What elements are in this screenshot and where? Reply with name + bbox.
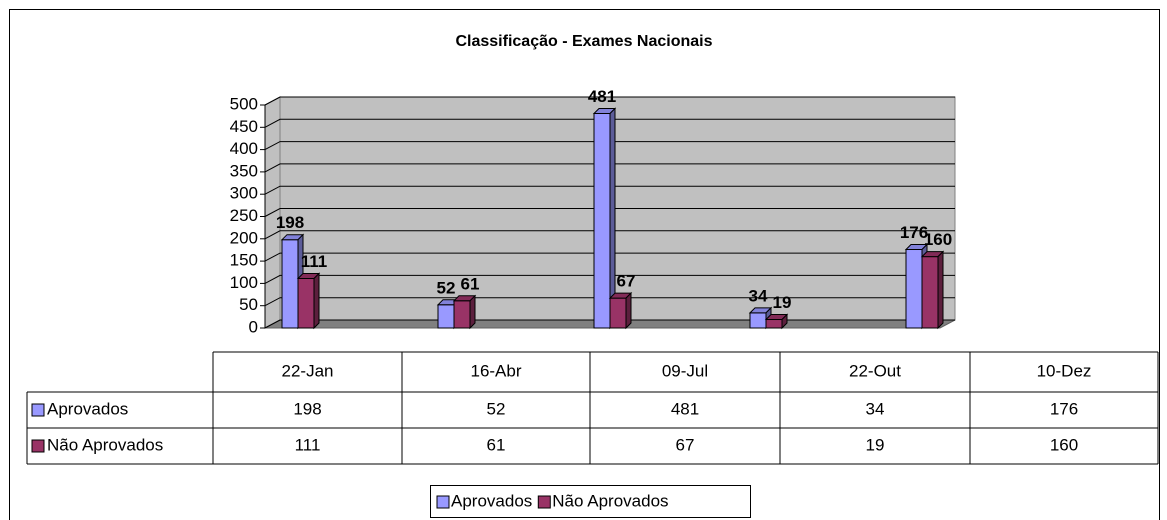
bar-front xyxy=(453,300,471,329)
bar xyxy=(592,107,617,330)
y-tick-label: 400 xyxy=(230,139,258,158)
data-label: 111 xyxy=(301,252,328,271)
table-header: 16-Abr xyxy=(470,361,521,380)
bar-front xyxy=(593,112,611,329)
grid-line xyxy=(264,96,955,106)
table-cell: 160 xyxy=(1050,435,1078,454)
y-tick-label: 250 xyxy=(230,206,258,225)
y-tick-label: 500 xyxy=(230,94,258,113)
table-cell: 67 xyxy=(676,435,695,454)
y-tick-label: 300 xyxy=(230,184,258,203)
bar-side xyxy=(781,313,788,330)
bar xyxy=(452,294,477,330)
bar-side xyxy=(469,294,476,330)
bar-front xyxy=(281,239,299,329)
table-header: 22-Jan xyxy=(282,361,334,380)
y-tick-label: 450 xyxy=(230,117,258,136)
row-label: Aprovados xyxy=(47,399,128,418)
y-tick-label: 200 xyxy=(230,228,258,247)
legend-key xyxy=(436,495,450,509)
data-label: 19 xyxy=(773,293,792,312)
bar-front xyxy=(437,304,455,329)
bar xyxy=(608,291,633,330)
data-label: 160 xyxy=(924,230,952,249)
chart-title: Classificação - Exames Nacionais xyxy=(455,33,712,50)
grid-line xyxy=(264,252,955,262)
y-tick-label: 0 xyxy=(249,317,258,336)
grid-line xyxy=(264,208,955,217)
data-label: 198 xyxy=(276,213,304,232)
data-label: 176 xyxy=(900,223,928,242)
table-cell: 19 xyxy=(866,435,885,454)
y-tick-label: 50 xyxy=(239,295,258,314)
bar xyxy=(920,250,945,330)
y-tick-label: 150 xyxy=(230,251,258,270)
bar-front xyxy=(921,256,939,329)
grid-line xyxy=(264,118,955,128)
grid-line xyxy=(264,141,955,151)
row-key xyxy=(31,439,45,453)
table-cell: 61 xyxy=(487,435,506,454)
table-cell: 481 xyxy=(671,399,699,418)
grid-line xyxy=(264,230,955,240)
table-header: 22-Out xyxy=(849,361,901,380)
y-tick-label: 350 xyxy=(230,161,258,180)
table-cell: 111 xyxy=(295,435,321,454)
grid-line xyxy=(264,319,955,329)
data-label: 481 xyxy=(588,87,616,106)
data-label: 52 xyxy=(437,278,456,297)
data-label: 67 xyxy=(617,272,636,291)
bar-side xyxy=(625,291,632,330)
legend-label: Aprovados xyxy=(451,491,532,510)
data-label: 61 xyxy=(461,274,480,293)
table-cell: 34 xyxy=(866,399,885,418)
table-cell: 52 xyxy=(487,399,506,418)
bar-front xyxy=(905,249,923,329)
row-label: Não Aprovados xyxy=(47,435,163,454)
bar-front xyxy=(765,319,783,329)
table-header: 09-Jul xyxy=(662,361,708,380)
grid-line xyxy=(264,274,955,284)
data-label: 34 xyxy=(749,286,768,305)
grid-line xyxy=(264,163,955,173)
bar-front xyxy=(297,277,315,329)
table-header: 10-Dez xyxy=(1037,361,1092,380)
bar-side xyxy=(937,250,944,330)
bar-side xyxy=(313,272,320,330)
bar-front xyxy=(749,312,767,329)
legend-box xyxy=(430,485,751,518)
grid-line xyxy=(264,185,955,195)
row-key xyxy=(31,403,45,417)
legend-key xyxy=(537,495,551,509)
bar xyxy=(296,272,321,330)
legend-label: Não Aprovados xyxy=(552,491,668,510)
grid-line xyxy=(264,297,955,307)
table-cell: 198 xyxy=(293,399,321,418)
y-tick-label: 100 xyxy=(230,273,258,292)
bar xyxy=(764,313,789,330)
bar-front xyxy=(609,297,627,329)
table-cell: 176 xyxy=(1050,399,1078,418)
